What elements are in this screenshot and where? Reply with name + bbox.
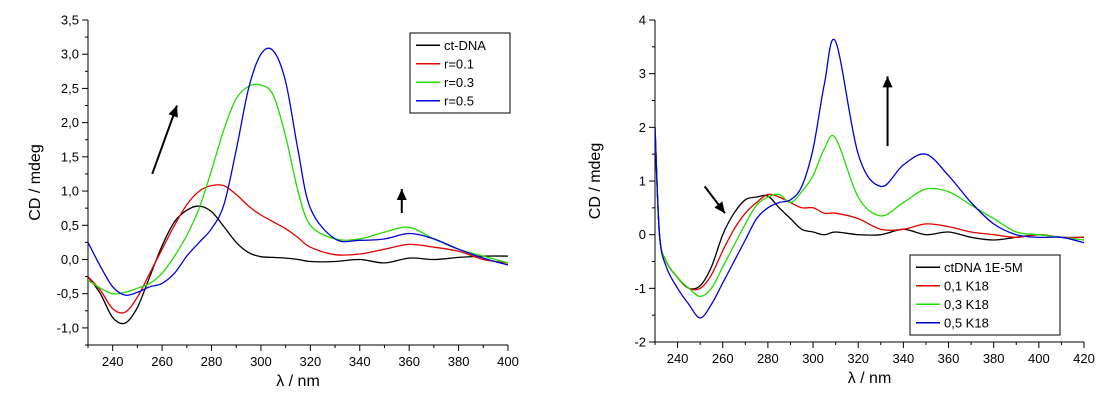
y-tick-label: 2,5	[61, 81, 79, 96]
series-line-1	[655, 127, 1084, 290]
x-tick-label: 400	[1028, 351, 1050, 366]
series-line-3	[88, 83, 508, 295]
y-tick-label: -0,5	[57, 286, 79, 301]
y-tick-label: 1,5	[61, 149, 79, 164]
annotation-arrow-head	[882, 76, 893, 88]
legend-label: 0,1 K18	[944, 278, 989, 293]
x-tick-label: 380	[448, 354, 470, 369]
x-tick-label: 260	[151, 354, 173, 369]
legend-label: 0,5 K18	[944, 315, 989, 330]
legend-label: ct-DNA	[444, 38, 486, 53]
legend-label: 0,3 K18	[944, 297, 989, 312]
x-tick-label: 320	[300, 354, 322, 369]
annotation-arrow-shaft	[151, 105, 178, 175]
x-tick-label: 380	[983, 351, 1005, 366]
x-tick-label: 320	[847, 351, 869, 366]
series-line-2	[88, 184, 508, 314]
chart-1: -1,0 -0,5 0,0 0,5 1,0 1,5 2,0 2,5 3,0 3,5 240 260 28…	[27, 13, 519, 391]
y-tick-label: 1,0	[61, 184, 79, 199]
y-tick-label: 0,5	[61, 218, 79, 233]
series-line-1	[88, 205, 508, 325]
x-axis-label: λ / nm	[276, 373, 320, 388]
y-tick-label: 0	[639, 227, 646, 242]
x-tick-label: 300	[250, 354, 272, 369]
y-axis-label: CD / mdeg	[27, 144, 44, 220]
y-tick-label: 2	[639, 120, 646, 135]
y-axis-label: CD / mdeg	[587, 143, 604, 219]
series-line-4	[655, 38, 1084, 319]
series-line-4	[88, 47, 508, 296]
y-tick-label: 0,0	[61, 252, 79, 267]
y-tick-label: 4	[639, 13, 646, 28]
y-tick-label: -2	[634, 335, 646, 350]
legend-label: r=0.5	[444, 93, 474, 108]
chart-2: -2 -1 0 1 2 3 4 240 260 280 300 320 340 360 380 400 420 λ…	[587, 13, 1095, 388]
x-tick-label: 360	[938, 351, 960, 366]
annotation-arrow-head	[396, 189, 407, 200]
x-tick-label: 260	[712, 351, 734, 366]
x-tick-label: 340	[893, 351, 915, 366]
y-tick-label: -1	[634, 281, 646, 296]
series-line-2	[655, 127, 1084, 291]
x-tick-label: 400	[497, 354, 519, 369]
annotation-arrow-head	[168, 105, 178, 118]
y-tick-label: 1	[639, 174, 646, 189]
legend-label: r=0.3	[444, 75, 474, 90]
x-tick-label: 280	[757, 351, 779, 366]
y-tick-label: 3,0	[61, 47, 79, 62]
y-tick-label: -1,0	[57, 320, 79, 335]
x-tick-label: 300	[802, 351, 824, 366]
x-tick-label: 280	[201, 354, 223, 369]
legend-label: r=0.1	[444, 56, 474, 71]
y-tick-label: 3,5	[61, 13, 79, 28]
x-tick-label: 240	[102, 354, 124, 369]
legend-box	[409, 32, 511, 114]
x-tick-label: 360	[398, 354, 420, 369]
legend-label: ctDNA 1E-5M	[944, 260, 1023, 275]
x-tick-label: 420	[1073, 351, 1095, 366]
x-tick-label: 340	[349, 354, 371, 369]
x-axis-label: λ / nm	[848, 370, 892, 387]
legend-box	[909, 254, 1061, 336]
x-tick-label: 240	[667, 351, 689, 366]
y-tick-label: 2,0	[61, 115, 79, 130]
annotation-arrow-head	[714, 201, 725, 214]
y-tick-label: 3	[639, 66, 646, 81]
